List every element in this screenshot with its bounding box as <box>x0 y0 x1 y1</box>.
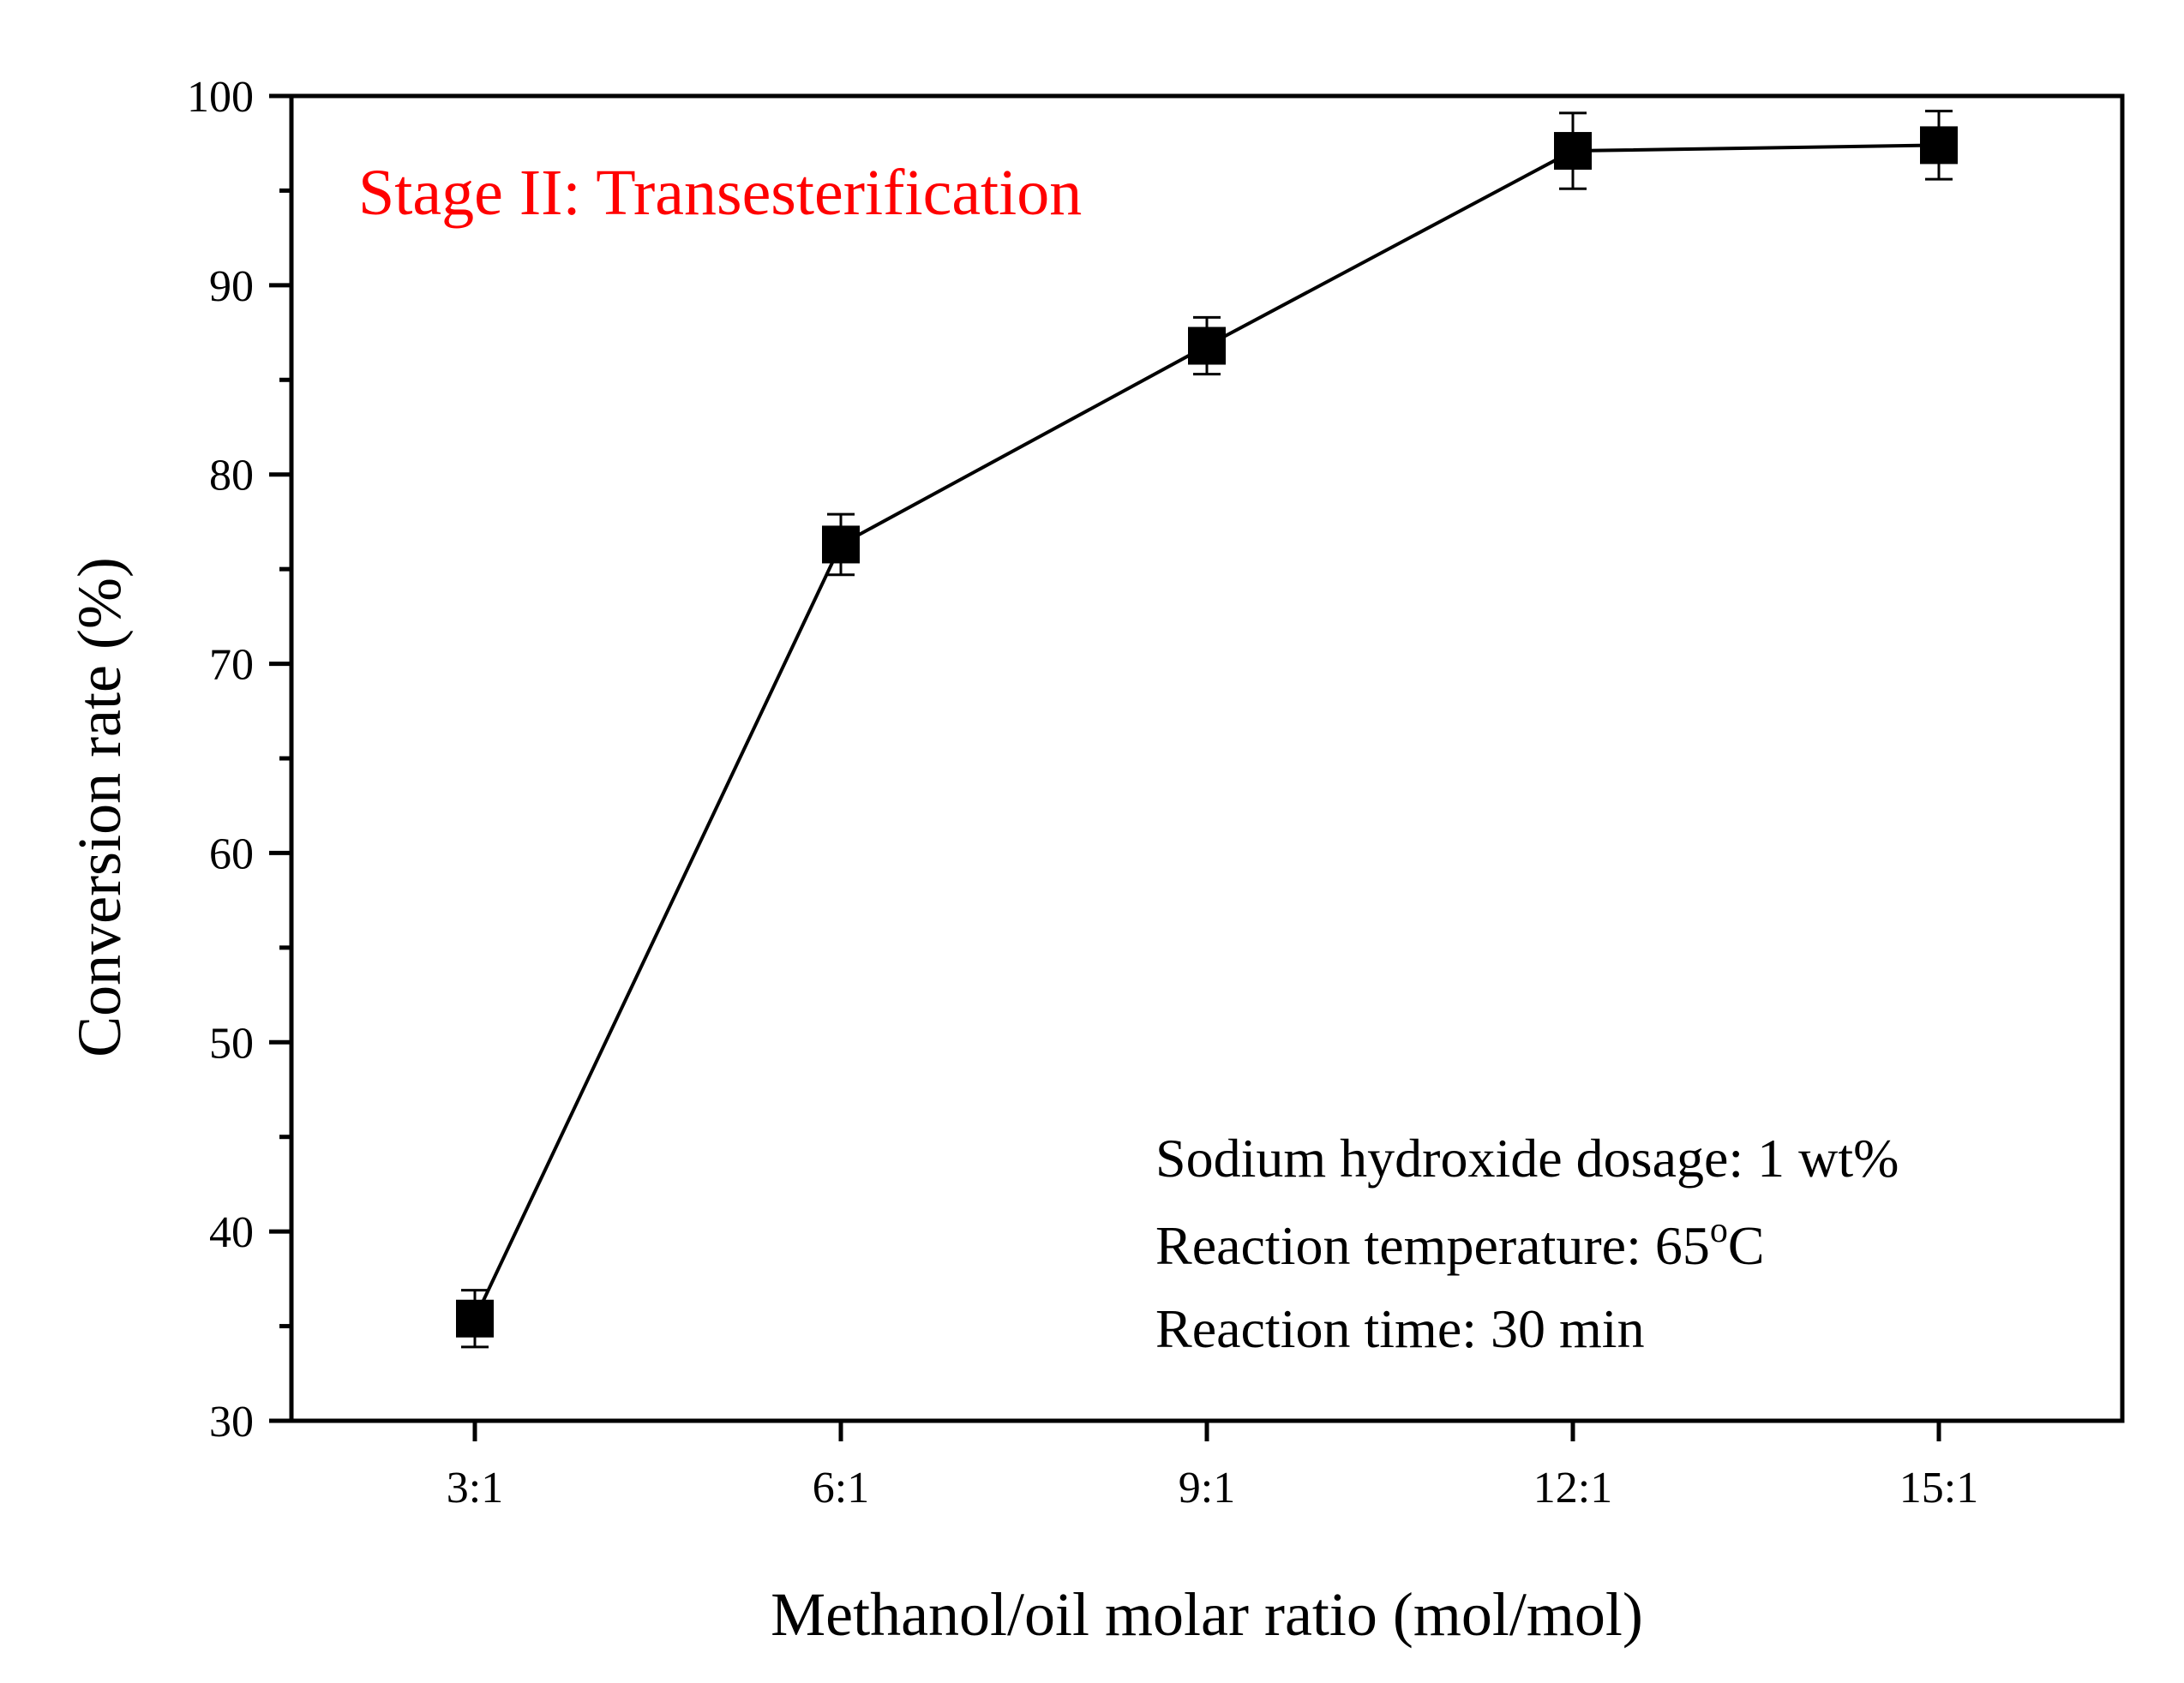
x-tick-label: 15:1 <box>1899 1464 1978 1512</box>
x-axis-title: Methanol/oil molar ratio (mol/mol) <box>771 1580 1643 1649</box>
data-point-marker <box>822 525 860 564</box>
data-point-marker <box>456 1299 494 1338</box>
y-tick-label: 70 <box>209 641 254 690</box>
condition-temperature-unit: C <box>1728 1215 1765 1276</box>
condition-time: Reaction time: 30 min <box>1155 1298 1645 1359</box>
data-point-marker <box>1920 126 1958 165</box>
x-tick-label: 12:1 <box>1533 1464 1612 1512</box>
y-tick-label: 40 <box>209 1208 254 1257</box>
condition-dosage: Sodium hydroxide dosage: 1 wt% <box>1155 1128 1899 1189</box>
x-tick-label: 6:1 <box>813 1464 869 1512</box>
condition-temperature-prefix: Reaction temperature: 65 <box>1155 1215 1710 1276</box>
data-point-marker <box>1554 132 1592 171</box>
y-tick-label: 90 <box>209 262 254 311</box>
data-point-marker <box>1188 326 1226 365</box>
x-tick-label: 3:1 <box>447 1464 503 1512</box>
y-tick-label: 100 <box>187 73 254 122</box>
condition-temperature: Reaction temperature: 65oC <box>1155 1211 1765 1276</box>
y-tick-label: 50 <box>209 1019 254 1068</box>
series-layer <box>456 110 1958 1349</box>
y-tick-label: 60 <box>209 830 254 878</box>
y-tick-label: 30 <box>209 1398 254 1446</box>
stage-title-annotation: Stage II: Transesterification <box>358 157 1082 229</box>
y-tick-label: 80 <box>209 452 254 500</box>
degree-superscript: o <box>1710 1211 1728 1250</box>
x-tick-label: 9:1 <box>1179 1464 1235 1512</box>
y-axis-title: Conversion rate (%) <box>65 557 134 1057</box>
axes: 30 40 50 60 70 80 90 100 3:1 6:1 9:1 12:1 15:1 <box>187 73 2125 1512</box>
